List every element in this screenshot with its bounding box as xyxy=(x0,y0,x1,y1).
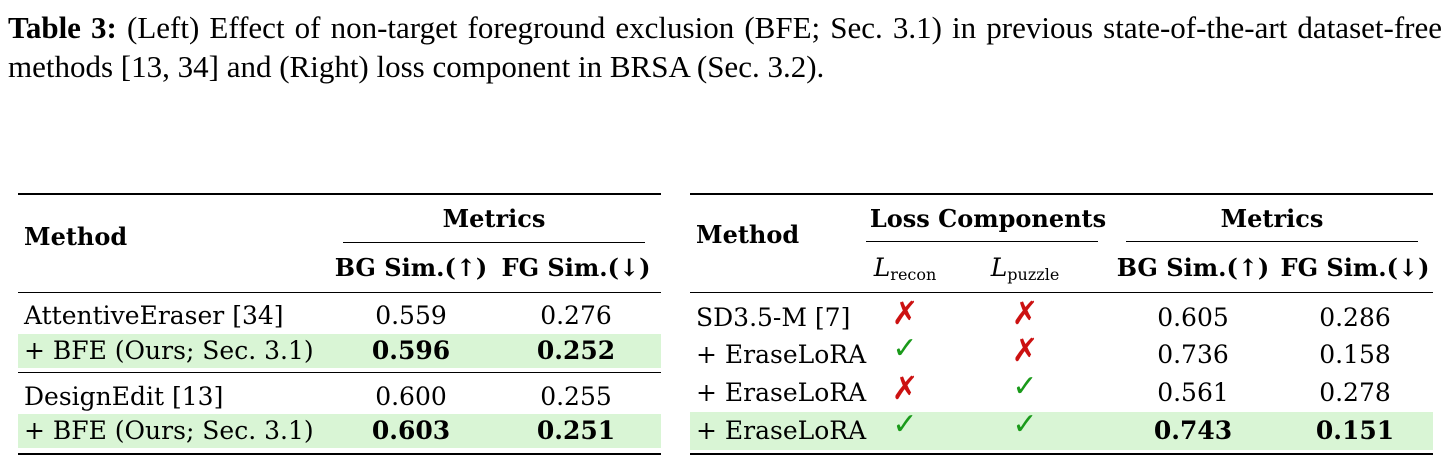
right-method-header: Method xyxy=(696,220,800,249)
left-row-1-bg: 0.559 xyxy=(375,301,447,330)
check-icon: ✓ xyxy=(1012,369,1038,404)
right-top-rule xyxy=(690,193,1433,195)
right-loss-header: Loss Components xyxy=(869,204,1107,233)
left-row-3-bg: 0.600 xyxy=(375,382,447,411)
right-row-2-bg: 0.736 xyxy=(1157,340,1229,369)
right-row-4-highlight xyxy=(690,412,1433,450)
table-caption: Table 3: (Left) Effect of non-target for… xyxy=(8,8,1442,86)
right-row-1-method: SD3.5-M [7] xyxy=(696,303,851,332)
left-row-3-fg: 0.255 xyxy=(540,382,612,411)
right-row-4-fg: 0.151 xyxy=(1315,416,1395,445)
right-loss-recon-header: Lrecon xyxy=(873,253,937,284)
left-bg-sim-header: BG Sim.(↑) xyxy=(334,253,488,282)
right-row-3-method: + EraseLoRA xyxy=(696,378,867,407)
right-fg-sim-header: FG Sim.(↓) xyxy=(1280,253,1430,282)
cross-icon: ✗ xyxy=(891,294,919,332)
left-row-2-highlight xyxy=(18,334,661,368)
left-row-1-fg: 0.276 xyxy=(540,301,612,330)
right-row-2-method: + EraseLoRA xyxy=(696,340,867,369)
left-row-4-method: + BFE (Ours; Sec. 3.1) xyxy=(24,416,314,445)
right-metrics-header: Metrics xyxy=(1220,204,1324,233)
right-bg-sim-header: BG Sim.(↑) xyxy=(1116,253,1270,282)
right-row-1-bg: 0.605 xyxy=(1157,303,1229,332)
left-metrics-header: Metrics xyxy=(442,204,546,233)
right-bottom-rule xyxy=(690,453,1433,455)
left-top-rule xyxy=(18,193,661,195)
right-header-rule xyxy=(690,292,1433,293)
left-row-4-fg: 0.251 xyxy=(536,416,616,445)
right-row-3-bg: 0.561 xyxy=(1157,378,1229,407)
right-row-3-fg: 0.278 xyxy=(1319,378,1391,407)
left-fg-sim-header: FG Sim.(↓) xyxy=(501,253,651,282)
left-row-1-method: AttentiveEraser [34] xyxy=(24,301,284,330)
left-method-header: Method xyxy=(24,222,128,251)
right-row-4-method: + EraseLoRA xyxy=(696,416,867,445)
cross-icon: ✗ xyxy=(891,369,919,407)
right-row-2-fg: 0.158 xyxy=(1319,340,1391,369)
left-row-2-method: + BFE (Ours; Sec. 3.1) xyxy=(24,336,314,365)
left-row-4-bg: 0.603 xyxy=(371,416,451,445)
caption-label: Table 3: xyxy=(8,10,117,45)
right-row-4-bg: 0.743 xyxy=(1153,416,1233,445)
left-bottom-rule xyxy=(18,453,661,455)
check-icon: ✓ xyxy=(892,407,918,442)
left-header-rule xyxy=(18,292,661,293)
right-metrics-cmidrule xyxy=(1126,241,1418,242)
cross-icon: ✗ xyxy=(1011,331,1039,369)
left-row-3-method: DesignEdit [13] xyxy=(24,382,224,411)
left-row-2-fg: 0.252 xyxy=(536,336,616,365)
right-loss-cmidrule xyxy=(866,241,1098,242)
left-row-2-bg: 0.596 xyxy=(371,336,451,365)
caption-text: (Left) Effect of non-target foreground e… xyxy=(8,10,1442,84)
check-icon: ✓ xyxy=(892,331,918,366)
cross-icon: ✗ xyxy=(1011,294,1039,332)
right-loss-puzzle-header: Lpuzzle xyxy=(990,253,1060,284)
right-row-1-fg: 0.286 xyxy=(1319,303,1391,332)
left-mid-rule xyxy=(18,372,661,373)
left-metrics-cmidrule xyxy=(343,242,645,243)
left-row-4-highlight xyxy=(18,414,661,448)
check-icon: ✓ xyxy=(1012,407,1038,442)
